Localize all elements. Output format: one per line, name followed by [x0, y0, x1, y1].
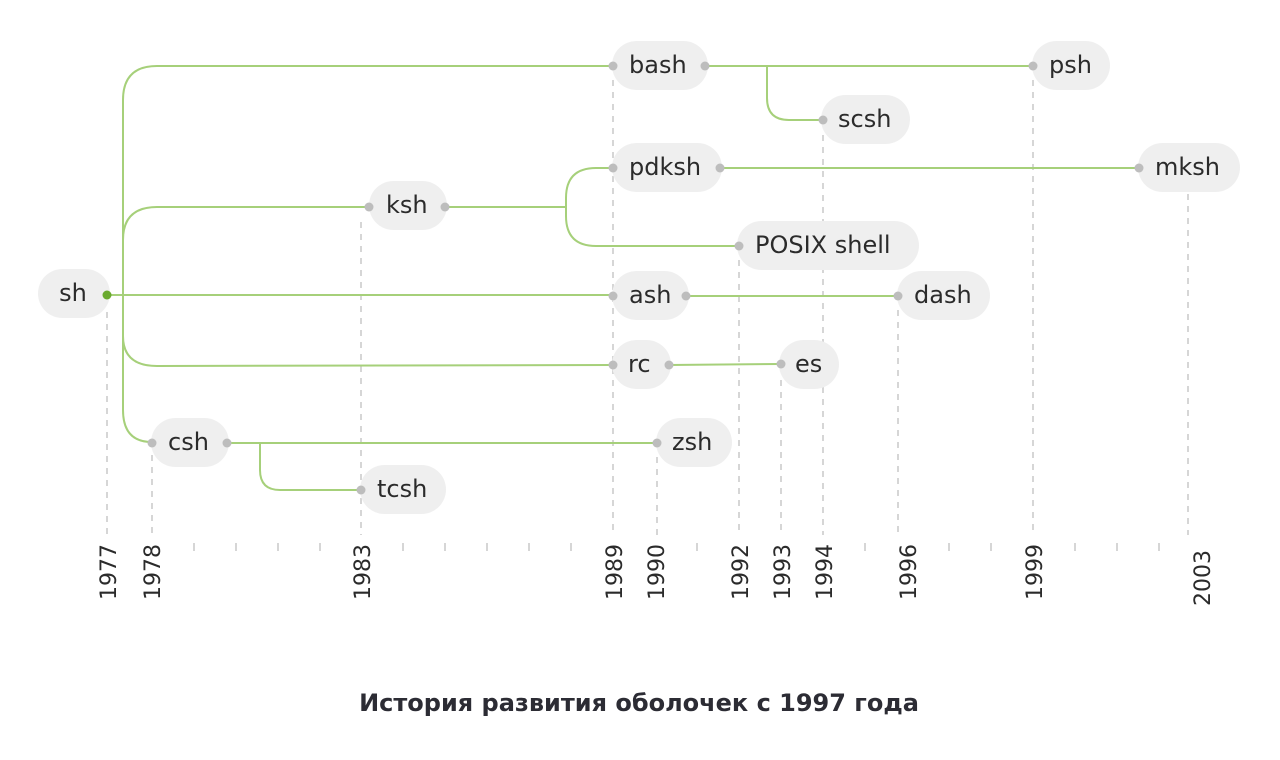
- node-pill: [612, 271, 689, 320]
- year-label-1993: 1993: [771, 544, 796, 600]
- node-pill: [1032, 41, 1110, 90]
- node-scsh: scsh: [821, 95, 910, 144]
- dot: [608, 291, 618, 301]
- year-label-1983: 1983: [351, 544, 376, 600]
- node-pill: [360, 465, 446, 514]
- node-ksh: ksh: [369, 181, 447, 230]
- node-label: dash: [914, 281, 972, 309]
- year-label-1996: 1996: [897, 544, 922, 600]
- dot: [1028, 61, 1038, 71]
- nodes: sh bash psh scsh pdksh mksh ksh POSIX s: [38, 41, 1240, 514]
- year-label-1977: 1977: [97, 544, 122, 600]
- dot: [893, 291, 903, 301]
- node-pill: [779, 340, 839, 389]
- node-pill: [656, 418, 732, 467]
- node-label: mksh: [1155, 153, 1220, 181]
- node-label: bash: [629, 51, 687, 79]
- node-pill: [1138, 143, 1240, 192]
- edge-ksh-pdksh: [565, 167, 613, 207]
- node-label: ksh: [386, 191, 428, 219]
- dot: [356, 485, 366, 495]
- node-label: csh: [168, 428, 209, 456]
- edge-ksh-posix: [565, 207, 739, 247]
- node-label: tcsh: [377, 475, 427, 503]
- edge-sh-csh: [122, 409, 153, 443]
- node-label: ash: [629, 281, 671, 309]
- dot: [818, 115, 828, 125]
- connectors: [107, 65, 1139, 491]
- node-label: POSIX shell: [755, 231, 891, 259]
- node-label: es: [795, 350, 822, 378]
- node-pill: [369, 181, 447, 230]
- node-es: es: [779, 340, 839, 389]
- dot: [364, 202, 374, 212]
- dot: [652, 438, 662, 448]
- edge-rc-es: [668, 363, 782, 366]
- node-pill: [38, 269, 110, 318]
- dot: [1134, 163, 1144, 173]
- dot: [608, 163, 618, 173]
- year-label-1992: 1992: [729, 544, 754, 600]
- node-mksh: mksh: [1138, 143, 1240, 192]
- node-pdksh: pdksh: [612, 143, 722, 192]
- edge-sh-bash: [122, 65, 613, 101]
- dots: [102, 61, 1144, 495]
- root-dot: [102, 290, 112, 300]
- year-label-1999: 1999: [1023, 544, 1048, 600]
- year-label-1989: 1989: [603, 544, 628, 600]
- node-sh: sh: [38, 269, 110, 318]
- dot: [734, 241, 744, 251]
- edge-sh-ksh: [122, 206, 369, 241]
- dot: [700, 61, 710, 71]
- node-pill: [612, 41, 708, 90]
- guide-lines: [106, 80, 1189, 535]
- node-tcsh: tcsh: [360, 465, 446, 514]
- dot: [608, 360, 618, 370]
- dot: [147, 438, 157, 448]
- node-pill: [897, 271, 990, 320]
- year-label-1990: 1990: [645, 544, 670, 600]
- diagram-title: История развития оболочек с 1997 года: [359, 689, 919, 717]
- node-dash: dash: [897, 271, 990, 320]
- edge-bash-scsh: [766, 66, 823, 121]
- year-label-1978: 1978: [141, 544, 166, 600]
- node-pill: [821, 95, 910, 144]
- node-bash: bash: [612, 41, 708, 90]
- node-psh: psh: [1032, 41, 1110, 90]
- node-label: psh: [1049, 51, 1092, 79]
- node-label: scsh: [838, 105, 891, 133]
- node-zsh: zsh: [656, 418, 732, 467]
- node-label: pdksh: [629, 153, 701, 181]
- dot: [776, 359, 786, 369]
- edge-csh-tcsh: [259, 443, 361, 491]
- year-axis: 1977 1978 1983 1989 1990 1992 1993 1994 …: [97, 544, 1216, 606]
- node-label: rc: [628, 350, 651, 378]
- node-posix-shell: POSIX shell: [737, 221, 919, 270]
- node-pill: [737, 221, 919, 270]
- node-pill: [612, 143, 722, 192]
- node-label: sh: [59, 279, 87, 307]
- dot: [440, 202, 450, 212]
- axis-ticks: [193, 543, 1160, 551]
- node-pill: [151, 418, 229, 467]
- dot: [664, 360, 674, 370]
- dot: [222, 438, 232, 448]
- year-label-1994: 1994: [813, 544, 838, 600]
- node-rc: rc: [612, 340, 671, 389]
- node-ash: ash: [612, 271, 689, 320]
- edge-sh-rc: [122, 335, 614, 368]
- year-label-2003: 2003: [1191, 550, 1216, 606]
- dot: [715, 163, 725, 173]
- dot: [608, 61, 618, 71]
- node-csh: csh: [151, 418, 229, 467]
- node-pill: [612, 340, 671, 389]
- node-label: zsh: [672, 428, 712, 456]
- dot: [681, 291, 691, 301]
